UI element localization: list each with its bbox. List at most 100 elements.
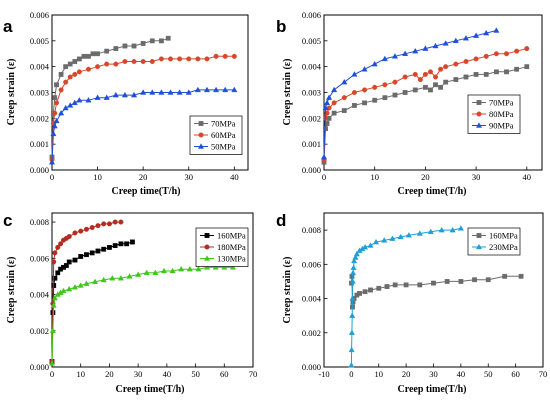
data-point xyxy=(60,287,67,294)
x-tick-label: -10 xyxy=(318,369,329,379)
data-point xyxy=(412,71,418,77)
data-point xyxy=(66,285,73,292)
data-point xyxy=(158,38,164,44)
plot-frame xyxy=(51,212,254,368)
data-point xyxy=(341,108,347,113)
data-point xyxy=(113,61,119,67)
data-point xyxy=(71,284,79,290)
data-point xyxy=(67,102,74,108)
data-point xyxy=(126,273,133,279)
data-point xyxy=(362,87,368,93)
data-point xyxy=(389,235,396,241)
data-point xyxy=(427,228,434,235)
data-point xyxy=(58,72,64,77)
data-point xyxy=(392,282,398,288)
y-tick-label: 0.000 xyxy=(302,165,321,175)
legend-marker xyxy=(198,132,204,138)
data-point xyxy=(104,61,110,67)
data-point xyxy=(350,264,357,270)
data-point xyxy=(384,284,390,289)
data-point xyxy=(140,41,146,46)
y-tick-label: 0.001 xyxy=(302,139,321,149)
data-point xyxy=(67,74,73,80)
x-tick-label: 20 xyxy=(421,172,430,182)
data-point xyxy=(433,82,438,88)
data-point xyxy=(54,82,59,88)
data-point xyxy=(186,265,193,272)
data-point xyxy=(101,221,107,227)
y-tick-label: 0.003 xyxy=(302,88,321,98)
data-point xyxy=(67,61,73,67)
data-point xyxy=(416,230,423,236)
x-axis-title: Creep time(T/h) xyxy=(398,384,467,395)
legend-label: 90MPa xyxy=(489,121,514,131)
data-point xyxy=(349,278,356,284)
data-point xyxy=(376,285,382,291)
data-point xyxy=(231,53,237,59)
y-tick-label: 0.002 xyxy=(302,113,321,123)
y-tick-label: 0.002 xyxy=(30,326,49,336)
data-point xyxy=(76,69,82,75)
data-point xyxy=(402,74,408,80)
x-axis-title: Creep time(T/h) xyxy=(116,384,185,395)
x-tick-label: 30 xyxy=(184,172,193,182)
data-point xyxy=(95,223,101,229)
data-point xyxy=(104,48,110,54)
series-line xyxy=(51,266,233,364)
data-point xyxy=(449,226,456,233)
data-point xyxy=(52,275,58,281)
data-point xyxy=(58,87,64,93)
data-point xyxy=(381,55,388,62)
data-point xyxy=(405,232,412,238)
data-point xyxy=(165,35,171,41)
data-point xyxy=(222,86,229,93)
data-point xyxy=(493,27,500,33)
data-point xyxy=(403,282,409,288)
data-point xyxy=(229,264,236,270)
y-tick-label: 0.003 xyxy=(30,88,49,98)
data-point xyxy=(135,271,142,277)
data-point xyxy=(412,47,419,54)
x-tick-label: 60 xyxy=(511,369,520,379)
data-point xyxy=(89,224,95,230)
legend-marker xyxy=(475,243,483,250)
data-point xyxy=(212,264,219,270)
data-point xyxy=(58,109,65,116)
data-point xyxy=(72,59,78,64)
data-point xyxy=(95,64,101,70)
legend-marker xyxy=(204,233,210,238)
data-point xyxy=(221,264,228,270)
data-point xyxy=(402,50,409,56)
data-point xyxy=(518,273,524,279)
data-point xyxy=(176,89,183,95)
data-point xyxy=(122,59,128,65)
data-point xyxy=(483,72,489,77)
legend-label: 50MPa xyxy=(211,142,236,152)
data-point xyxy=(351,257,358,264)
data-point xyxy=(185,89,192,95)
x-tick-label: 40 xyxy=(230,172,239,182)
x-tick-label: 50 xyxy=(484,369,493,379)
chart-panel-d: d -10 0 10 20 30 40 50 60 70 0.000 0.002 0.004 0.006 0… xyxy=(276,211,547,395)
y-tick-label: 0.005 xyxy=(302,36,321,46)
data-point xyxy=(372,238,380,245)
data-point xyxy=(422,71,428,77)
x-tick-label: 70 xyxy=(249,369,258,379)
legend-marker xyxy=(203,255,211,261)
y-tick-label: 0.006 xyxy=(302,259,321,269)
legend-marker xyxy=(204,244,210,250)
data-point xyxy=(112,91,119,98)
data-point xyxy=(442,40,449,46)
data-point xyxy=(368,287,373,293)
data-point xyxy=(168,56,174,62)
data-point xyxy=(485,277,491,283)
data-point xyxy=(397,233,404,240)
data-point xyxy=(348,346,355,353)
data-point xyxy=(412,87,418,93)
legend-label: 180MPa xyxy=(217,242,246,252)
data-point xyxy=(463,59,469,65)
data-point xyxy=(353,250,360,257)
series-d-1 xyxy=(348,225,464,368)
